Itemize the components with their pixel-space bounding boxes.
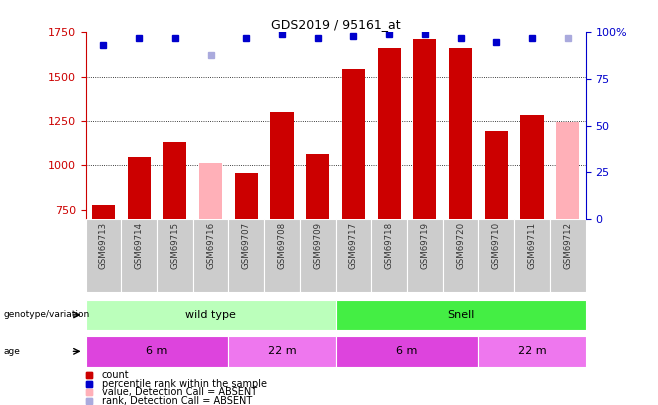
- Bar: [407, 219, 443, 292]
- Text: wild type: wild type: [185, 310, 236, 320]
- Bar: [86, 300, 336, 330]
- Bar: [235, 173, 258, 219]
- Bar: [300, 219, 336, 292]
- Bar: [378, 48, 401, 219]
- Bar: [371, 219, 407, 292]
- Bar: [413, 40, 436, 219]
- Text: Snell: Snell: [447, 310, 474, 320]
- Bar: [157, 219, 193, 292]
- Text: percentile rank within the sample: percentile rank within the sample: [102, 379, 267, 388]
- Text: 22 m: 22 m: [518, 346, 546, 356]
- Bar: [199, 163, 222, 219]
- Bar: [478, 336, 586, 367]
- Text: GSM69718: GSM69718: [385, 222, 393, 269]
- Bar: [478, 219, 514, 292]
- Text: GSM69713: GSM69713: [99, 222, 108, 269]
- Bar: [228, 336, 336, 367]
- Bar: [264, 219, 300, 292]
- Bar: [306, 154, 330, 219]
- Text: GSM69710: GSM69710: [492, 222, 501, 269]
- Text: 6 m: 6 m: [396, 346, 418, 356]
- Text: GSM69709: GSM69709: [313, 222, 322, 269]
- Bar: [121, 219, 157, 292]
- Text: GSM69719: GSM69719: [420, 222, 430, 269]
- Text: GSM69714: GSM69714: [135, 222, 143, 269]
- Bar: [550, 219, 586, 292]
- Bar: [449, 48, 472, 219]
- Bar: [86, 336, 228, 367]
- Bar: [270, 112, 293, 219]
- Text: count: count: [102, 370, 130, 379]
- Bar: [86, 219, 121, 292]
- Bar: [342, 69, 365, 219]
- Text: value, Detection Call = ABSENT: value, Detection Call = ABSENT: [102, 388, 257, 397]
- Text: GSM69720: GSM69720: [456, 222, 465, 269]
- Text: GSM69707: GSM69707: [241, 222, 251, 269]
- Text: GSM69711: GSM69711: [528, 222, 536, 269]
- Bar: [193, 219, 228, 292]
- Bar: [520, 115, 544, 219]
- Bar: [128, 157, 151, 219]
- Text: GSM69716: GSM69716: [206, 222, 215, 269]
- Text: GSM69715: GSM69715: [170, 222, 180, 269]
- Text: 6 m: 6 m: [146, 346, 168, 356]
- Text: age: age: [3, 347, 20, 356]
- Bar: [336, 300, 586, 330]
- Text: 22 m: 22 m: [268, 346, 296, 356]
- Text: rank, Detection Call = ABSENT: rank, Detection Call = ABSENT: [102, 396, 252, 405]
- Bar: [336, 219, 371, 292]
- Title: GDS2019 / 95161_at: GDS2019 / 95161_at: [271, 18, 400, 31]
- Text: genotype/variation: genotype/variation: [3, 310, 89, 320]
- Text: GSM69708: GSM69708: [278, 222, 286, 269]
- Text: GSM69712: GSM69712: [563, 222, 572, 269]
- Bar: [514, 219, 550, 292]
- Bar: [228, 219, 264, 292]
- Bar: [336, 336, 478, 367]
- Text: GSM69717: GSM69717: [349, 222, 358, 269]
- Bar: [443, 219, 478, 292]
- Bar: [163, 143, 186, 219]
- Bar: [556, 122, 580, 219]
- Bar: [92, 205, 115, 219]
- Bar: [485, 131, 508, 219]
